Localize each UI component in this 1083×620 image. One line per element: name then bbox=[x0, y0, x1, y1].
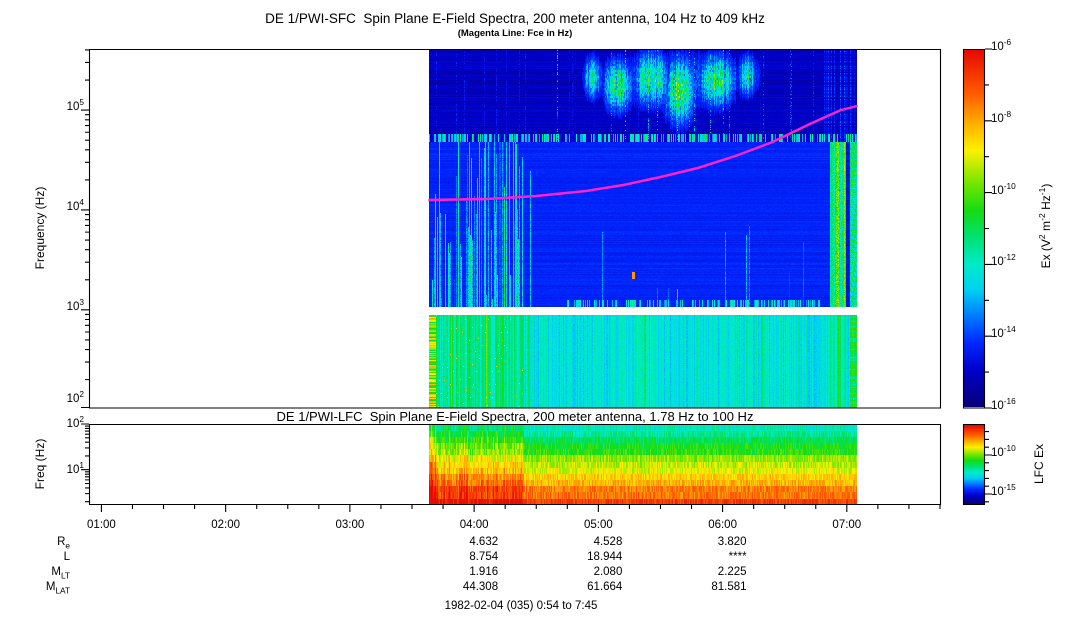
sfc-y-tick-label: 102 bbox=[66, 390, 84, 405]
sfc-y-tick-label: 104 bbox=[66, 198, 84, 213]
lfc-colorbar-label: LFC Ex bbox=[1032, 443, 1046, 485]
time-tick-label: 05:00 bbox=[583, 519, 613, 531]
sfc-subtitle: (Magenta Line: Fce in Hz) bbox=[457, 28, 573, 39]
sfc-colorbar-gradient bbox=[964, 50, 985, 407]
time-tick-label: 01:00 bbox=[87, 519, 116, 531]
ephemeris-value: 2.225 bbox=[717, 566, 747, 578]
ephemeris-value: 2.080 bbox=[593, 566, 623, 578]
sfc-colorbar-label: Ex (V2 m-2 Hz-1) bbox=[1037, 183, 1053, 269]
time-tick-label: 03:00 bbox=[335, 519, 365, 531]
ephemeris-value: 44.308 bbox=[462, 581, 499, 593]
ephemeris-value: 18.944 bbox=[587, 551, 623, 563]
lfc-spectrogram-canvas bbox=[90, 425, 940, 504]
sfc-colorbar-tick-label: 10-14 bbox=[991, 325, 1016, 341]
lfc-colorbar-tick-label: 10-10 bbox=[991, 444, 1016, 459]
ephemeris-value: **** bbox=[728, 551, 747, 563]
sfc-colorbar-tick-label: 10-16 bbox=[991, 397, 1016, 412]
ephemeris-value: 61.664 bbox=[587, 581, 623, 593]
lfc-colorbar-gradient bbox=[964, 425, 985, 504]
ephemeris-row-label: MLAT bbox=[45, 581, 70, 596]
time-tick-label: 04:00 bbox=[459, 519, 489, 531]
lfc-y-tick-label: 102 bbox=[66, 415, 84, 430]
ephemeris-value: 3.820 bbox=[717, 536, 747, 548]
ephemeris-value: 4.632 bbox=[469, 536, 499, 548]
ephemeris-row-label: MLT bbox=[51, 566, 70, 581]
time-tick-label: 06:00 bbox=[708, 519, 737, 531]
lfc-title: DE 1/PWI-LFC Spin Plane E-Field Spectra,… bbox=[276, 409, 754, 424]
ephemeris-value: 4.528 bbox=[593, 536, 623, 548]
sfc-spectrogram-canvas bbox=[90, 50, 940, 408]
lfc-y-tick-label: 101 bbox=[66, 460, 84, 476]
sfc-colorbar-tick-label: 10-10 bbox=[991, 181, 1016, 197]
time-tick-label: 07:00 bbox=[832, 519, 862, 531]
ephemeris-row-label: L bbox=[63, 551, 70, 563]
sfc-colorbar-tick-label: 10-12 bbox=[991, 253, 1016, 269]
sfc-title: DE 1/PWI-SFC Spin Plane E-Field Spectra,… bbox=[265, 11, 765, 26]
ephemeris-value: 81.581 bbox=[711, 581, 747, 593]
sfc-y-axis-label: Frequency (Hz) bbox=[33, 186, 47, 270]
time-tick-label: 02:00 bbox=[211, 519, 241, 531]
sfc-y-tick-label: 105 bbox=[66, 98, 84, 114]
sfc-colorbar-tick-label: 10-8 bbox=[991, 109, 1012, 125]
ephemeris-value: 1.916 bbox=[469, 566, 499, 578]
ephemeris-row-label: Re bbox=[57, 536, 70, 551]
lfc-colorbar-tick-label: 10-15 bbox=[991, 483, 1016, 498]
footer-date-range: 1982-02-04 (035) 0:54 to 7:45 bbox=[444, 600, 598, 612]
sfc-y-tick-label: 103 bbox=[66, 298, 84, 313]
sfc-colorbar-tick-label: 10-6 bbox=[991, 38, 1012, 53]
ephemeris-value: 8.754 bbox=[469, 551, 499, 563]
